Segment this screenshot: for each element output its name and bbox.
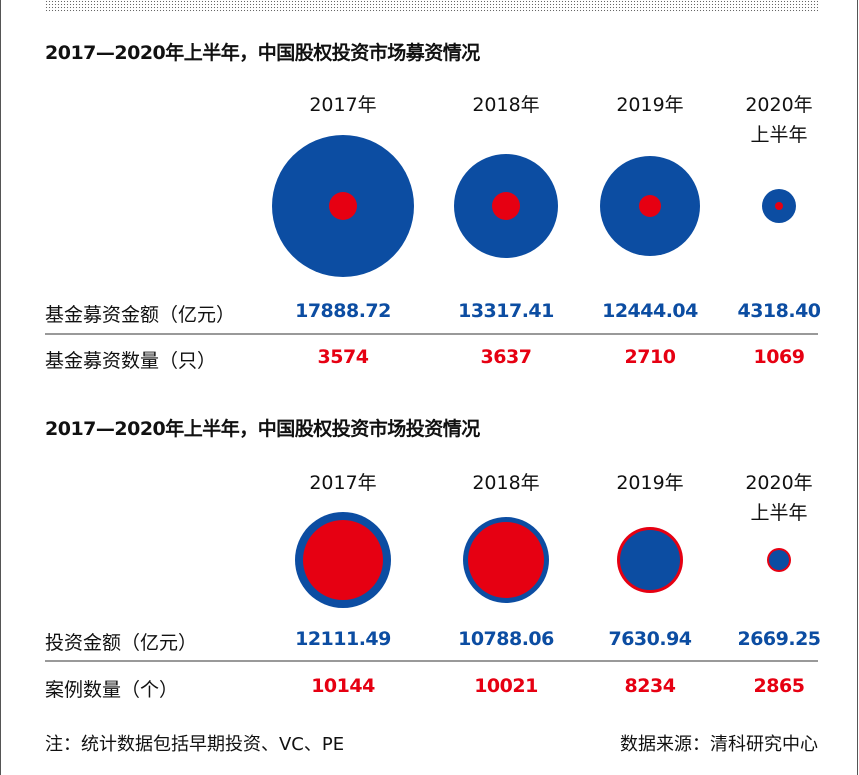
amount-value: 12111.49 bbox=[295, 628, 391, 650]
year-label: 上半年 bbox=[750, 502, 808, 524]
inner-bubble bbox=[769, 550, 789, 570]
count-value: 3637 bbox=[480, 346, 532, 368]
year-label: 2018年 bbox=[472, 472, 540, 494]
row-divider bbox=[45, 660, 818, 662]
amount-value: 13317.41 bbox=[458, 300, 554, 322]
inner-bubble bbox=[775, 202, 783, 210]
amount-value: 12444.04 bbox=[602, 300, 698, 322]
inner-bubble bbox=[303, 520, 383, 600]
count-value: 8234 bbox=[624, 675, 676, 697]
amount-value: 10788.06 bbox=[458, 628, 554, 650]
inner-bubble bbox=[329, 192, 357, 220]
chart-title: 2017—2020年上半年，中国股权投资市场募资情况 bbox=[45, 42, 480, 64]
year-label: 2019年 bbox=[616, 94, 684, 116]
year-label: 2017年 bbox=[309, 472, 377, 494]
year-label: 2018年 bbox=[472, 94, 540, 116]
count-value: 10021 bbox=[474, 675, 538, 697]
count-value: 10144 bbox=[311, 675, 375, 697]
chart-title: 2017—2020年上半年，中国股权投资市场投资情况 bbox=[45, 418, 480, 440]
count-value: 2710 bbox=[624, 346, 676, 368]
series-label: 基金募资数量（只） bbox=[45, 350, 217, 372]
left-border bbox=[0, 0, 1, 775]
series-label: 投资金额（亿元） bbox=[45, 632, 198, 654]
amount-value: 2669.25 bbox=[737, 628, 821, 650]
series-label: 案例数量（个） bbox=[45, 679, 179, 701]
count-value: 1069 bbox=[753, 346, 805, 368]
year-label: 2017年 bbox=[309, 94, 377, 116]
row-divider bbox=[45, 333, 818, 335]
data-source: 数据来源：清科研究中心 bbox=[620, 734, 818, 755]
inner-bubble bbox=[639, 195, 661, 217]
dotted-band bbox=[45, 0, 818, 12]
inner-bubble bbox=[492, 192, 520, 220]
footnote: 注：统计数据包括早期投资、VC、PE bbox=[45, 734, 345, 755]
year-label: 上半年 bbox=[750, 124, 808, 146]
amount-value: 4318.40 bbox=[737, 300, 821, 322]
right-border bbox=[857, 0, 858, 775]
year-label: 2019年 bbox=[616, 472, 684, 494]
inner-bubble bbox=[468, 522, 544, 598]
count-value: 3574 bbox=[317, 346, 369, 368]
year-label: 2020年 bbox=[745, 94, 813, 116]
year-label: 2020年 bbox=[745, 472, 813, 494]
count-value: 2865 bbox=[753, 675, 805, 697]
inner-bubble bbox=[620, 530, 680, 590]
series-label: 基金募资金额（亿元） bbox=[45, 304, 236, 326]
amount-value: 17888.72 bbox=[295, 300, 391, 322]
amount-value: 7630.94 bbox=[608, 628, 692, 650]
